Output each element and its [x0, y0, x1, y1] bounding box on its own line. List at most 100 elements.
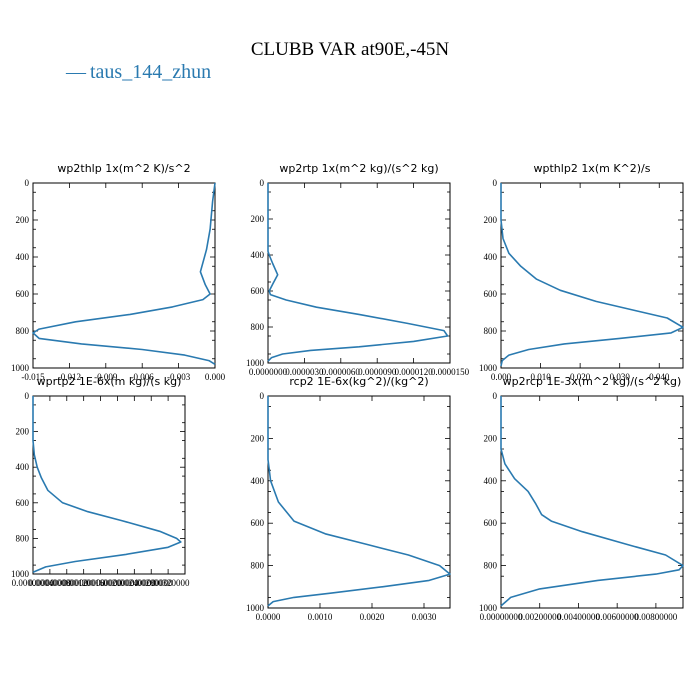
- x-tick-label: 0.00040000: [29, 578, 72, 588]
- y-tick-label: 400: [484, 476, 498, 486]
- x-tick-label: -0.015: [21, 372, 45, 382]
- series-line: [500, 396, 684, 607]
- y-tick-label: 800: [251, 561, 265, 571]
- series-line: [32, 182, 216, 365]
- x-tick-label: -0.009: [94, 372, 118, 382]
- y-tick-label: 1000: [479, 363, 498, 373]
- y-tick-label: 200: [251, 214, 265, 224]
- x-tick-label: 0.0000150: [431, 367, 470, 377]
- panel-title: wpthlp2 1x(m K^2)/s: [534, 162, 651, 175]
- y-tick-label: 800: [16, 533, 30, 543]
- x-tick-label: 0.0000: [256, 612, 281, 622]
- y-tick-label: 400: [16, 252, 30, 262]
- x-tick-label: 0.00280000: [130, 578, 173, 588]
- panel-6: wp2rcp 1E-3x(m^2 kg)/(s^2 kg) 0 200 400 600 8…: [479, 375, 684, 622]
- series-line: [500, 183, 684, 367]
- plot-frame: [500, 182, 684, 369]
- y-tick-label: 600: [484, 289, 498, 299]
- x-tick-label: 0.00160000: [79, 578, 122, 588]
- x-tick-label: 0.00800000: [635, 612, 678, 622]
- chart-panels: wp2thlp 1x(m^2 K)/s^202004006008001000-0…: [11, 162, 684, 622]
- y-tick-label: 400: [484, 252, 498, 262]
- legend: — taus_144_zhun: [65, 61, 211, 83]
- x-tick-label: -0.006: [131, 372, 155, 382]
- x-tick-label: 0.020: [570, 372, 591, 382]
- legend-symbol: —: [65, 61, 87, 83]
- y-tick-label: 800: [484, 326, 498, 336]
- panel-title: wp2rcp 1E-3x(m^2 kg)/(s^2 kg): [503, 375, 682, 388]
- y-tick-label: 0: [25, 391, 30, 401]
- y-tick-label: 600: [251, 286, 265, 296]
- y-tick-label: 200: [484, 433, 498, 443]
- y-tick-label: 600: [251, 518, 265, 528]
- y-tick-label: 1000: [479, 603, 498, 613]
- x-tick-label: 0.040: [649, 372, 670, 382]
- panel-2: wp2rtp 1x(m^2 kg)/(s^2 kg) 0 200 400 600 800 1…: [246, 162, 470, 377]
- x-tick-label: 0.00320000: [147, 578, 190, 588]
- panel-4: wprtp2 1E-6x(m kg)/(s kg) 0 200 400 600 800 10…: [11, 375, 190, 588]
- y-tick-label: 0: [260, 178, 265, 188]
- y-tick-label: 800: [251, 322, 265, 332]
- legend-label: taus_144_zhun: [90, 61, 211, 83]
- x-tick-label: 0.0020: [360, 612, 385, 622]
- y-tick-label: 600: [484, 518, 498, 528]
- x-tick-label: 0.0000060: [322, 367, 361, 377]
- y-tick-label: 0: [260, 391, 265, 401]
- y-tick-label: 1000: [246, 358, 265, 368]
- x-tick-label: 0.00600000: [596, 612, 639, 622]
- plot-frame: [32, 395, 186, 575]
- panel-title: wprtp2 1E-6x(m kg)/(s kg): [37, 375, 182, 388]
- x-tick-label: -0.003: [167, 372, 191, 382]
- y-tick-label: 1000: [11, 569, 30, 579]
- x-tick-label: 0.00200000: [96, 578, 139, 588]
- y-tick-label: 200: [16, 427, 30, 437]
- y-tick-label: 200: [16, 215, 30, 225]
- series-line: [267, 396, 451, 607]
- x-tick-label: 0.0010: [308, 612, 333, 622]
- panel-title: wp2thlp 1x(m^2 K)/s^2: [57, 162, 190, 175]
- x-tick-label: 0.00000000: [480, 612, 523, 622]
- y-tick-label: 1000: [11, 363, 30, 373]
- plot-frame: [500, 395, 684, 609]
- panel-5: rcp2 1E-6x(kg^2)/(kg^2) 0 200 400 600 800 1000…: [246, 375, 451, 622]
- x-tick-label: 0.0000120: [394, 367, 433, 377]
- y-tick-label: 400: [16, 462, 30, 472]
- x-tick-label: 0.0000030: [285, 367, 324, 377]
- x-tick-label: 0.00240000: [113, 578, 156, 588]
- x-tick-label: 0.00080000: [45, 578, 88, 588]
- y-tick-label: 800: [484, 561, 498, 571]
- x-tick-label: 0.0000090: [358, 367, 397, 377]
- y-tick-label: 0: [25, 178, 30, 188]
- y-tick-label: 1000: [246, 603, 265, 613]
- y-tick-label: 400: [251, 250, 265, 260]
- x-tick-label: 0.0000000: [249, 367, 288, 377]
- x-tick-label: 0.030: [610, 372, 631, 382]
- x-tick-label: 0.0030: [412, 612, 437, 622]
- plot-frame: [267, 395, 451, 609]
- x-tick-label: -0.012: [58, 372, 81, 382]
- panel-title: wp2rtp 1x(m^2 kg)/(s^2 kg): [279, 162, 438, 175]
- y-tick-label: 400: [251, 476, 265, 486]
- y-tick-label: 600: [16, 498, 30, 508]
- panel-3: wpthlp2 1x(m K^2)/s 0 200 400 600 800 10000.00…: [479, 162, 684, 382]
- y-tick-label: 600: [16, 289, 30, 299]
- series-line: [267, 183, 449, 362]
- x-tick-label: 0.00200000: [518, 612, 561, 622]
- y-tick-label: 0: [493, 391, 498, 401]
- y-tick-label: 200: [251, 433, 265, 443]
- x-tick-label: 0.000: [205, 372, 226, 382]
- plot-frame: [267, 182, 451, 364]
- plot-frame: [32, 182, 216, 369]
- x-tick-label: 0.00000000: [12, 578, 55, 588]
- y-tick-label: 0: [493, 178, 498, 188]
- x-tick-label: 0.010: [530, 372, 551, 382]
- figure-title: CLUBB VAR at90E,-45N: [251, 39, 450, 60]
- x-tick-label: 0.00120000: [62, 578, 105, 588]
- y-tick-label: 200: [484, 215, 498, 225]
- x-tick-label: 0.000: [491, 372, 512, 382]
- y-tick-label: 800: [16, 326, 30, 336]
- panel-title: rcp2 1E-6x(kg^2)/(kg^2): [289, 375, 428, 388]
- series-line: [32, 396, 182, 573]
